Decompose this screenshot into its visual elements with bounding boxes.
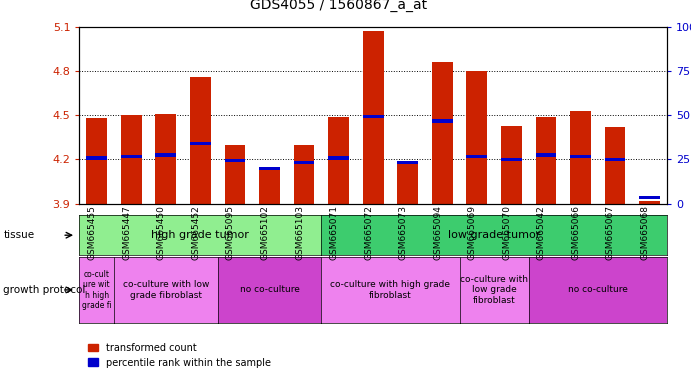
Text: GSM665103: GSM665103	[295, 205, 304, 260]
Text: GSM665455: GSM665455	[88, 205, 97, 260]
Bar	[605, 127, 625, 204]
Text: GSM665452: GSM665452	[191, 205, 200, 260]
Text: high grade tumor: high grade tumor	[151, 230, 249, 240]
Bar	[363, 31, 384, 204]
Bar	[86, 156, 107, 159]
Legend: transformed count, percentile rank within the sample: transformed count, percentile rank withi…	[84, 339, 274, 371]
Bar	[432, 119, 453, 123]
Text: GSM665042: GSM665042	[537, 205, 546, 260]
Bar	[225, 145, 245, 204]
Bar	[225, 159, 245, 162]
Bar	[639, 200, 660, 204]
Bar	[328, 117, 349, 204]
Text: no co-culture: no co-culture	[568, 285, 627, 295]
Text: co-culture with high grade
fibroblast: co-culture with high grade fibroblast	[330, 280, 451, 300]
Bar	[259, 167, 280, 170]
Bar	[190, 77, 211, 204]
Bar	[536, 117, 556, 204]
Bar	[155, 153, 176, 157]
Bar	[501, 126, 522, 204]
Text: growth protocol: growth protocol	[3, 285, 86, 295]
Bar	[605, 158, 625, 161]
Bar	[190, 142, 211, 145]
Text: GSM665071: GSM665071	[330, 205, 339, 260]
Text: GSM665447: GSM665447	[122, 205, 131, 260]
Text: GDS4055 / 1560867_a_at: GDS4055 / 1560867_a_at	[250, 0, 427, 12]
Text: GSM665066: GSM665066	[571, 205, 580, 260]
Text: low grade tumor: low grade tumor	[448, 230, 540, 240]
Text: GSM665094: GSM665094	[433, 205, 442, 260]
Text: co-cult
ure wit
h high
grade fi: co-cult ure wit h high grade fi	[82, 270, 112, 310]
Bar	[570, 155, 591, 158]
Text: GSM665067: GSM665067	[606, 205, 615, 260]
Text: co-culture with low
grade fibroblast: co-culture with low grade fibroblast	[123, 280, 209, 300]
Bar	[432, 62, 453, 204]
Text: GSM665069: GSM665069	[468, 205, 477, 260]
Bar	[155, 114, 176, 204]
Text: tissue: tissue	[3, 230, 35, 240]
Bar	[121, 155, 142, 158]
Bar	[639, 196, 660, 199]
Text: GSM665068: GSM665068	[641, 205, 650, 260]
Text: GSM665450: GSM665450	[157, 205, 166, 260]
Bar	[294, 145, 314, 204]
Text: co-culture with
low grade
fibroblast: co-culture with low grade fibroblast	[460, 275, 528, 305]
Bar	[397, 161, 418, 204]
Bar	[294, 161, 314, 164]
Bar	[363, 115, 384, 118]
Bar	[328, 156, 349, 159]
Bar	[570, 111, 591, 204]
Bar	[121, 115, 142, 204]
Bar	[536, 153, 556, 157]
Text: GSM665095: GSM665095	[226, 205, 235, 260]
Text: GSM665073: GSM665073	[399, 205, 408, 260]
Bar	[397, 161, 418, 164]
Bar	[501, 158, 522, 161]
Text: GSM665102: GSM665102	[261, 205, 269, 260]
Text: GSM665072: GSM665072	[364, 205, 373, 260]
Bar	[466, 155, 487, 158]
Text: GSM665070: GSM665070	[502, 205, 511, 260]
Text: no co-culture: no co-culture	[240, 285, 299, 295]
Bar	[466, 71, 487, 204]
Bar	[259, 170, 280, 204]
Bar	[86, 118, 107, 204]
